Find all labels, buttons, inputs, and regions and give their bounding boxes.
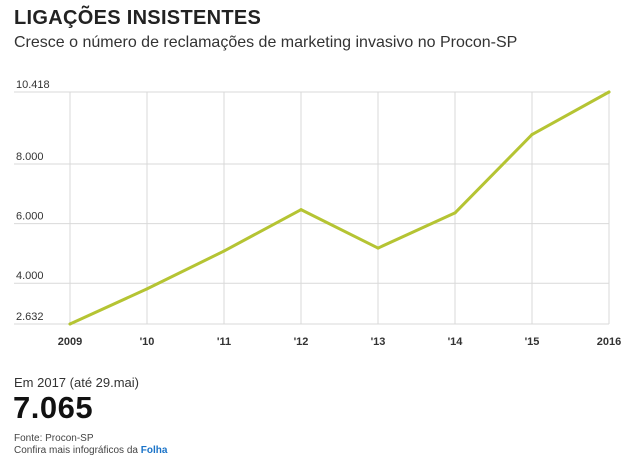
annotation-value: 7.065 — [13, 390, 94, 425]
x-tick-label: '15 — [525, 336, 540, 348]
y-tick-label: 6.000 — [16, 211, 44, 223]
y-tick-label: 2.632 — [16, 311, 44, 323]
y-tick-label: 8.000 — [16, 151, 44, 163]
data-point — [376, 246, 380, 250]
data-point — [453, 211, 457, 215]
x-tick-label: '10 — [140, 336, 155, 348]
chart-title: LIGAÇÕES INSISTENTES — [14, 7, 262, 29]
annotation-label: Em 2017 (até 29.mai) — [14, 375, 140, 390]
x-tick-label: 2009 — [58, 336, 82, 348]
more-infographics-note: Confira mais infográficos da Folha — [14, 445, 167, 456]
x-tick-label: '13 — [371, 336, 386, 348]
x-tick-label: '14 — [448, 336, 464, 348]
folha-link[interactable]: Folha — [140, 445, 168, 456]
y-tick-label: 10.418 — [16, 79, 50, 91]
y-tick-label: 4.000 — [16, 270, 44, 282]
data-point — [222, 249, 226, 253]
x-tick-label: '12 — [294, 336, 309, 348]
data-point — [530, 133, 534, 137]
source-note: Fonte: Procon-SP — [14, 433, 94, 444]
more-infographics-prefix: Confira mais infográficos da — [14, 445, 141, 456]
x-tick-label: 2016 — [597, 336, 621, 348]
data-point — [145, 287, 149, 291]
series-line — [68, 90, 611, 326]
data-point — [299, 208, 303, 212]
line-chart: 2.632 4.000 6.000 8.000 10.418 2009 '10 '11 '12 '… — [14, 79, 621, 348]
data-point — [68, 322, 72, 326]
chart-subtitle: Cresce o número de reclamações de market… — [14, 34, 518, 51]
x-tick-label: '11 — [217, 336, 231, 348]
data-point — [607, 90, 611, 94]
